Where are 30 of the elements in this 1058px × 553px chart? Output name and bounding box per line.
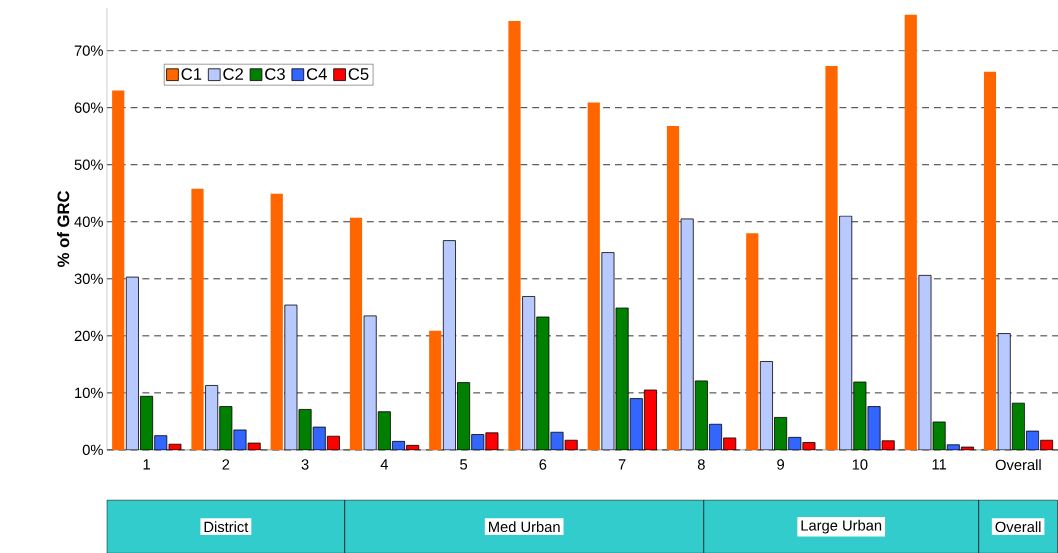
y-tick-label: 40% [74, 216, 103, 227]
y-tick-label: 30% [74, 273, 103, 284]
x-tick-label: 11 [932, 459, 947, 470]
legend-label: C1 [181, 67, 202, 80]
y-axis-title: % of GRC [57, 190, 70, 267]
y-tick-label: 20% [74, 330, 103, 341]
x-tick-label: 1 [143, 459, 150, 470]
x-tick-label: 2 [222, 459, 230, 470]
x-tick-label: Overall [995, 459, 1041, 470]
text: Overall [995, 521, 1041, 532]
y-tick-label: 10% [75, 387, 103, 398]
legend-label: C4 [306, 67, 327, 80]
y-tick-label: 50% [74, 159, 103, 170]
text: Med Urban [488, 521, 560, 532]
y-tick-label: 0% [82, 444, 103, 455]
x-tick-label: 6 [539, 459, 547, 470]
y-tick-label: 60% [74, 102, 103, 113]
legend-label: C3 [265, 67, 285, 80]
legend-label: C2 [223, 67, 243, 80]
x-tick-label: 3 [301, 459, 309, 470]
legend-label: C5 [348, 67, 369, 80]
text: District [204, 521, 249, 532]
y-tick-label: 70% [74, 45, 103, 56]
x-tick-label: 9 [777, 459, 784, 470]
x-tick-label: 4 [380, 459, 388, 470]
x-tick-label: 8 [697, 459, 705, 470]
text: Large Urban [801, 519, 882, 534]
x-tick-label: 7 [618, 459, 626, 470]
x-tick-label: 10 [852, 459, 868, 470]
x-tick-label: 5 [460, 459, 468, 470]
